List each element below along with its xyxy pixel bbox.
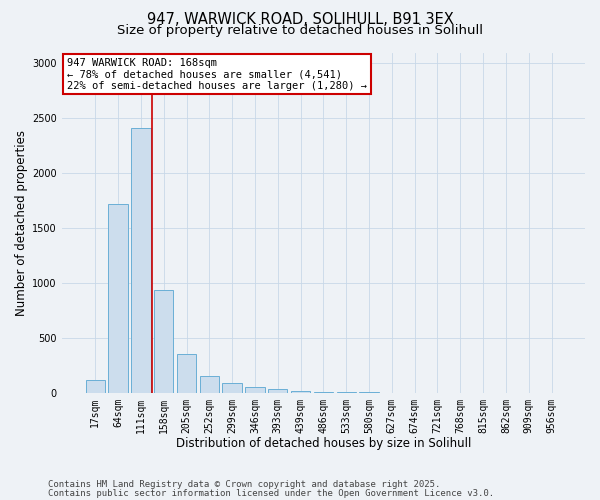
Bar [131, 128, 151, 392]
Bar [200, 376, 219, 392]
Text: Size of property relative to detached houses in Solihull: Size of property relative to detached ho… [117, 24, 483, 37]
Bar [109, 204, 128, 392]
Bar [86, 380, 105, 392]
Y-axis label: Number of detached properties: Number of detached properties [15, 130, 28, 316]
Bar [177, 354, 196, 393]
Text: 947 WARWICK ROAD: 168sqm
← 78% of detached houses are smaller (4,541)
22% of sem: 947 WARWICK ROAD: 168sqm ← 78% of detach… [67, 58, 367, 91]
Text: 947, WARWICK ROAD, SOLIHULL, B91 3EX: 947, WARWICK ROAD, SOLIHULL, B91 3EX [146, 12, 454, 28]
Bar [245, 386, 265, 392]
Bar [223, 384, 242, 392]
Text: Contains HM Land Registry data © Crown copyright and database right 2025.: Contains HM Land Registry data © Crown c… [48, 480, 440, 489]
Bar [291, 391, 310, 392]
Bar [268, 389, 287, 392]
Text: Contains public sector information licensed under the Open Government Licence v3: Contains public sector information licen… [48, 489, 494, 498]
Bar [154, 290, 173, 393]
X-axis label: Distribution of detached houses by size in Solihull: Distribution of detached houses by size … [176, 437, 471, 450]
